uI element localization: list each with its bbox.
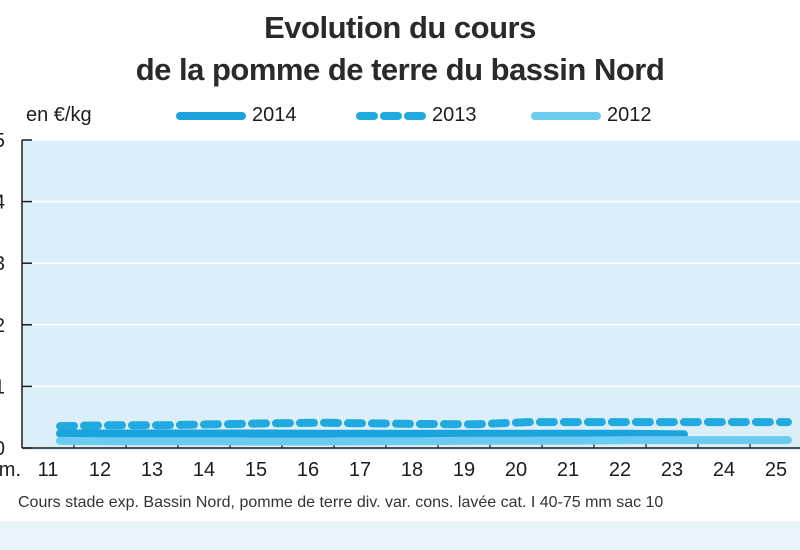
x-tick-label: 17 <box>349 459 371 481</box>
x-tick-label: 12 <box>89 459 111 481</box>
x-tick-label: 22 <box>609 459 631 481</box>
x-tick-label: 24 <box>713 459 735 481</box>
x-tick-label: 15 <box>245 459 267 481</box>
plot-area <box>22 140 800 450</box>
x-tick-label: 19 <box>453 459 475 481</box>
x-tick-label: 21 <box>557 459 579 481</box>
chart-subtitle: de la pomme de terre du bassin Nord <box>135 52 665 87</box>
x-tick-label: 20 <box>505 459 527 481</box>
x-tick-label: 18 <box>401 459 423 481</box>
series-line-2012 <box>56 436 792 446</box>
legend-label-2014: 2014 <box>252 104 297 126</box>
legend-label-2012: 2012 <box>607 104 652 126</box>
series-line-2013 <box>56 418 792 431</box>
legend-label-2013: 2013 <box>432 104 477 126</box>
y-tick-label: 3 <box>0 253 5 275</box>
series-line-2014 <box>56 429 688 439</box>
x-tick-label: 14 <box>193 459 215 481</box>
source-note: Cours stade exp. Bassin Nord, pomme de t… <box>18 494 664 511</box>
y-tick-label: 2 <box>0 315 5 337</box>
x-axis-prefix: m. <box>0 459 21 481</box>
x-tick-label: 11 <box>38 459 59 481</box>
footer-band <box>0 521 800 550</box>
x-tick-label: 16 <box>297 459 319 481</box>
y-axis-unit-label: en €/kg <box>26 104 92 126</box>
x-tick-label: 25 <box>765 459 787 481</box>
x-tick-label: 23 <box>661 459 683 481</box>
y-tick-label: 1 <box>0 376 5 398</box>
y-tick-label: 5 <box>0 130 5 152</box>
chart-title: Evolution du cours <box>264 10 536 45</box>
x-tick-label: 13 <box>141 459 163 481</box>
y-tick-label: 4 <box>0 192 5 214</box>
y-tick-label: 0 <box>0 438 5 460</box>
